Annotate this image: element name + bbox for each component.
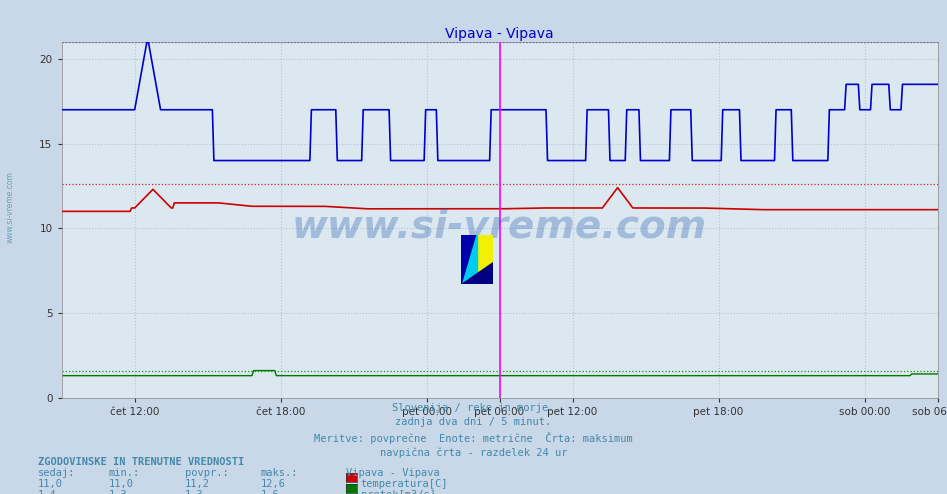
Text: 1,4: 1,4 xyxy=(38,490,57,494)
Text: 1,6: 1,6 xyxy=(260,490,279,494)
Text: maks.:: maks.: xyxy=(260,468,298,478)
Text: povpr.:: povpr.: xyxy=(185,468,228,478)
Text: pretok[m3/s]: pretok[m3/s] xyxy=(361,490,436,494)
Text: temperatura[C]: temperatura[C] xyxy=(361,479,448,489)
Text: Vipava - Vipava: Vipava - Vipava xyxy=(346,468,439,478)
Text: Meritve: povprečne  Enote: metrične  Črta: maksimum: Meritve: povprečne Enote: metrične Črta:… xyxy=(314,432,633,444)
Text: Slovenija / reke in morje.: Slovenija / reke in morje. xyxy=(392,403,555,412)
Title: Vipava - Vipava: Vipava - Vipava xyxy=(445,27,554,41)
Text: 11,2: 11,2 xyxy=(185,479,209,489)
Text: 1,3: 1,3 xyxy=(109,490,128,494)
Text: 11,0: 11,0 xyxy=(38,479,63,489)
Text: navpična črta - razdelek 24 ur: navpična črta - razdelek 24 ur xyxy=(380,447,567,457)
Text: www.si-vreme.com: www.si-vreme.com xyxy=(6,171,15,244)
Text: 12,6: 12,6 xyxy=(260,479,285,489)
Text: ZGODOVINSKE IN TRENUTNE VREDNOSTI: ZGODOVINSKE IN TRENUTNE VREDNOSTI xyxy=(38,457,244,467)
Polygon shape xyxy=(461,235,475,284)
Text: www.si-vreme.com: www.si-vreme.com xyxy=(292,208,707,246)
Bar xyxy=(461,235,477,284)
Text: min.:: min.: xyxy=(109,468,140,478)
Polygon shape xyxy=(461,262,493,284)
Text: 1,3: 1,3 xyxy=(185,490,204,494)
Text: zadnja dva dni / 5 minut.: zadnja dva dni / 5 minut. xyxy=(396,417,551,427)
Text: sedaj:: sedaj: xyxy=(38,468,76,478)
Text: 11,0: 11,0 xyxy=(109,479,134,489)
